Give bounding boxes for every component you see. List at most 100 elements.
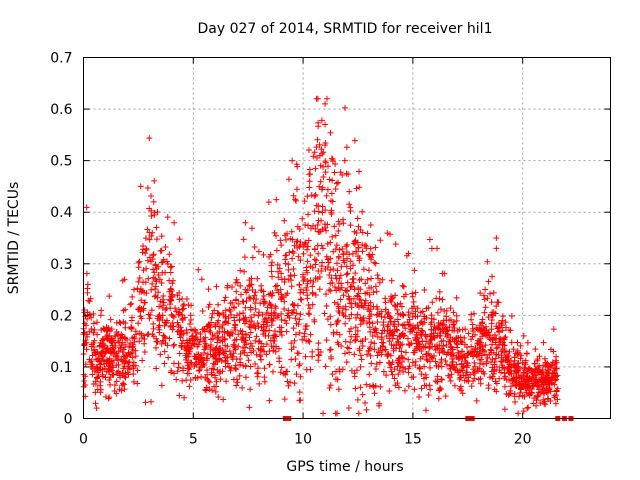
data-point [341, 259, 348, 266]
data-point [477, 335, 484, 342]
data-point [153, 344, 160, 351]
data-point [240, 310, 247, 317]
data-point [91, 337, 98, 344]
data-point [362, 280, 369, 287]
data-point [349, 276, 356, 283]
data-point [229, 299, 236, 306]
data-point [278, 276, 285, 283]
data-point [367, 352, 374, 359]
data-point [261, 374, 268, 381]
data-point [260, 292, 267, 299]
data-point [321, 221, 328, 228]
data-point [333, 329, 340, 336]
data-point [171, 341, 178, 348]
data-point [355, 410, 362, 417]
data-point [315, 119, 322, 126]
data-point [531, 360, 538, 367]
data-point [359, 302, 366, 309]
data-point [277, 369, 284, 376]
data-point [246, 294, 253, 301]
data-point [387, 327, 394, 334]
data-point [367, 306, 374, 313]
data-point [363, 406, 370, 413]
data-point [319, 259, 326, 266]
data-point [329, 371, 336, 378]
data-point [323, 192, 330, 199]
data-point [111, 332, 118, 339]
data-point [359, 343, 366, 350]
data-point [92, 400, 99, 407]
data-point [81, 320, 88, 327]
data-point [231, 305, 238, 312]
data-point [520, 332, 527, 339]
data-point [482, 323, 489, 330]
data-point [224, 284, 231, 291]
data-point [506, 364, 513, 371]
data-point [295, 350, 302, 357]
data-point [243, 331, 250, 338]
data-point [233, 288, 240, 295]
data-point [546, 377, 553, 384]
data-point [346, 349, 353, 356]
data-point [179, 315, 186, 322]
data-point [278, 316, 285, 323]
data-point [450, 364, 457, 371]
data-point [251, 292, 258, 299]
data-point [431, 323, 438, 330]
data-point [273, 247, 280, 254]
data-point [136, 304, 143, 311]
data-point [184, 370, 191, 377]
data-point [387, 364, 394, 371]
data-point [147, 311, 154, 318]
data-point [389, 371, 396, 378]
data-point-peak [150, 198, 157, 205]
data-point [132, 328, 139, 335]
data-point [247, 386, 254, 393]
data-point [331, 284, 338, 291]
data-point [233, 366, 240, 373]
data-point [323, 291, 330, 298]
data-point [150, 251, 157, 258]
data-point [518, 378, 525, 385]
data-point [304, 280, 311, 287]
data-point [216, 356, 223, 363]
data-point [281, 276, 288, 283]
data-point [113, 369, 120, 376]
data-point [285, 176, 292, 183]
data-point [275, 289, 282, 296]
data-point [470, 328, 477, 335]
data-point [113, 378, 120, 385]
data-point [183, 377, 190, 384]
data-point [392, 382, 399, 389]
data-point [284, 312, 291, 319]
data-point [336, 246, 343, 253]
data-point [175, 306, 182, 313]
data-point [348, 325, 355, 332]
data-point [330, 248, 337, 255]
data-point [437, 306, 444, 313]
data-point [138, 315, 145, 322]
data-point [346, 328, 353, 335]
data-point [299, 336, 306, 343]
data-point [553, 365, 560, 372]
data-point [402, 349, 409, 356]
data-point [254, 365, 261, 372]
data-point [267, 301, 274, 308]
data-point [247, 340, 254, 347]
data-point [514, 379, 521, 386]
data-point [335, 341, 342, 348]
data-point [456, 326, 463, 333]
data-point [342, 287, 349, 294]
data-point [353, 314, 360, 321]
data-point [327, 321, 334, 328]
data-point [355, 244, 362, 251]
data-point [354, 396, 361, 403]
data-point [276, 265, 283, 272]
data-point [372, 260, 379, 267]
data-point [486, 374, 493, 381]
data-point [391, 302, 398, 309]
data-point [495, 320, 502, 327]
data-point [324, 95, 331, 102]
data-point [247, 324, 254, 331]
data-point [397, 300, 404, 307]
